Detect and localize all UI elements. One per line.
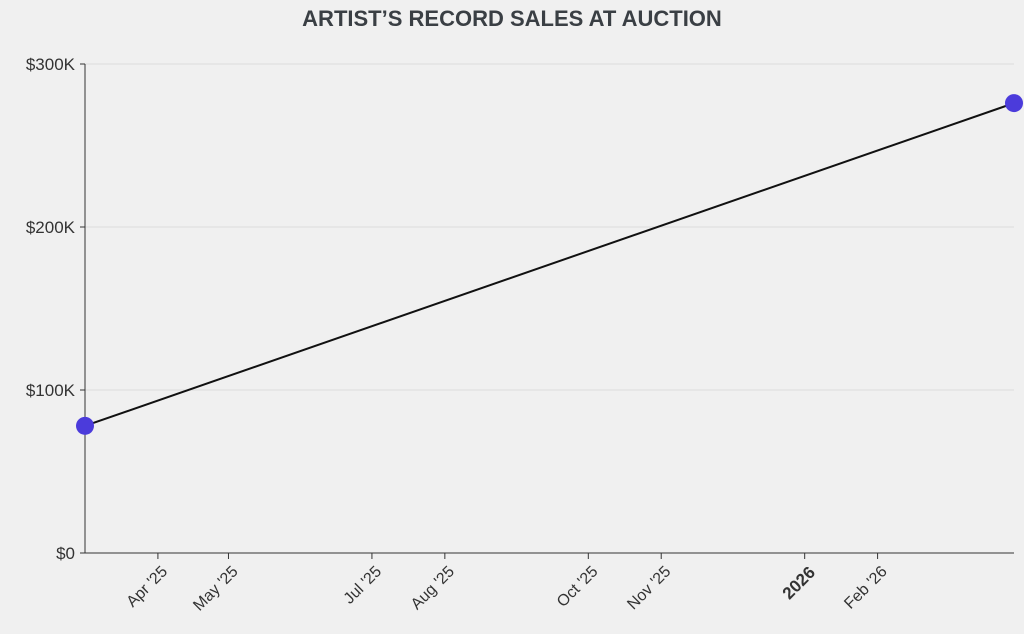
y-tick-label: $100K bbox=[26, 381, 76, 400]
y-tick-label: $0 bbox=[56, 544, 75, 563]
chart-title: ARTIST’S RECORD SALES AT AUCTION bbox=[302, 6, 722, 31]
x-tick-label: Apr '25 bbox=[124, 563, 172, 611]
series-line bbox=[84, 102, 1015, 427]
x-tick-label: May '25 bbox=[190, 563, 241, 614]
y-tick-label: $200K bbox=[26, 218, 76, 237]
axes bbox=[80, 63, 1014, 559]
x-tick-label: Feb '26 bbox=[841, 563, 890, 612]
y-axis-tick-labels: $0 $100K $200K $300K bbox=[26, 55, 76, 563]
x-tick-label: Oct '25 bbox=[554, 563, 602, 611]
x-tick-label: Aug '25 bbox=[408, 563, 458, 613]
x-tick-label: 2026 bbox=[779, 563, 819, 603]
x-tick-label: Jul '25 bbox=[341, 563, 385, 607]
y-tick-label: $300K bbox=[26, 55, 76, 74]
data-point[interactable] bbox=[1005, 94, 1023, 113]
x-axis-tick-labels: Apr '25 May '25 Jul '25 Aug '25 Oct '25 Nov '… bbox=[124, 563, 891, 615]
x-tick-label: Nov '25 bbox=[624, 563, 674, 613]
series bbox=[76, 94, 1023, 435]
grid-lines bbox=[85, 63, 1014, 391]
data-point[interactable] bbox=[76, 416, 94, 435]
